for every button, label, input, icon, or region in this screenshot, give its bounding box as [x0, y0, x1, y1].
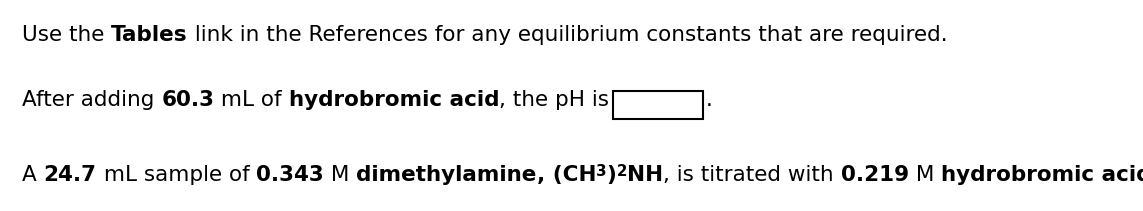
- Text: NH: NH: [628, 165, 663, 185]
- Text: A: A: [22, 165, 43, 185]
- Text: Use the: Use the: [22, 25, 111, 45]
- Text: 0.343: 0.343: [256, 165, 323, 185]
- Text: mL of: mL of: [214, 90, 289, 110]
- Text: , is titrated with: , is titrated with: [663, 165, 840, 185]
- Text: M: M: [909, 165, 941, 185]
- Text: 24.7: 24.7: [43, 165, 97, 185]
- Text: 3: 3: [597, 164, 607, 179]
- Text: mL sample of: mL sample of: [97, 165, 256, 185]
- Text: Tables: Tables: [111, 25, 187, 45]
- Bar: [614, 91, 703, 119]
- Text: hydrobromic acid: hydrobromic acid: [289, 90, 499, 110]
- Text: link in the References for any equilibrium constants that are required.: link in the References for any equilibri…: [187, 25, 948, 45]
- Text: 60.3: 60.3: [161, 90, 214, 110]
- Text: M: M: [323, 165, 357, 185]
- Text: , (CH: , (CH: [536, 165, 597, 185]
- Text: 0.219: 0.219: [840, 165, 909, 185]
- Text: hydrobromic acid: hydrobromic acid: [941, 165, 1143, 185]
- Text: dimethylamine: dimethylamine: [357, 165, 536, 185]
- Text: , the pH is: , the pH is: [499, 90, 609, 110]
- Text: 2: 2: [616, 164, 628, 179]
- Text: .: .: [705, 90, 712, 110]
- Text: ): ): [607, 165, 616, 185]
- Text: After adding: After adding: [22, 90, 161, 110]
